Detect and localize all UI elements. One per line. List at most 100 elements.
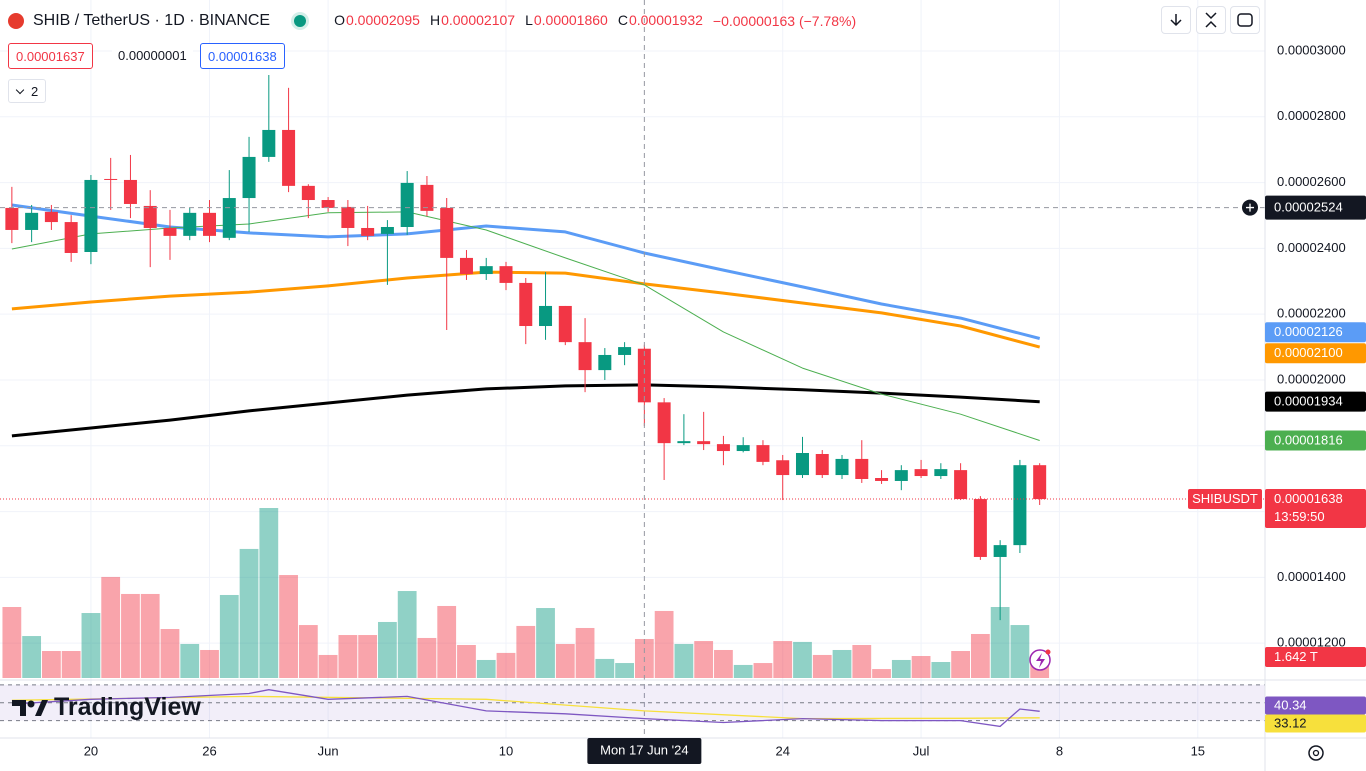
- volume-bar: [476, 659, 496, 678]
- ohlc-value: 0.00001932: [628, 12, 703, 28]
- symbol-logo: [8, 13, 24, 29]
- volume-bar: [358, 635, 378, 678]
- ma-value-tag-bg: [1265, 322, 1366, 343]
- volume-bar: [121, 593, 140, 678]
- candle-body: [5, 207, 19, 230]
- brand-text: TradingView: [54, 693, 201, 721]
- volume-bar: [990, 607, 1010, 678]
- volume-bar: [852, 644, 872, 678]
- volume-bar: [338, 635, 358, 678]
- volume-tag: 1.642 T: [1274, 649, 1318, 664]
- candle-body: [361, 227, 375, 236]
- ma-value-tag-bg: [1265, 343, 1366, 364]
- y-tick-label: 0.00002800: [1277, 108, 1346, 123]
- candle-body: [875, 478, 889, 481]
- plus-icon: [1246, 203, 1254, 212]
- candle-body: [499, 266, 513, 283]
- ma-value-tag-bg: [1265, 391, 1366, 412]
- ohlc-value: 0.00001860: [533, 12, 608, 28]
- candle-body: [143, 205, 157, 228]
- volume-bar: [832, 649, 852, 678]
- volume-bar: [279, 575, 298, 678]
- volume-tag-bg: [1265, 646, 1366, 667]
- volume-bar: [595, 658, 615, 678]
- candle-body: [123, 179, 137, 204]
- candle-body: [855, 458, 869, 479]
- candle-body: [558, 305, 572, 343]
- crosshair-price-tag-bg: [1265, 195, 1366, 220]
- candle-body: [1033, 465, 1047, 500]
- x-tick-label: Jun: [318, 743, 339, 758]
- candle-body: [440, 207, 454, 258]
- candle-body: [756, 445, 770, 462]
- x-tick-label: 8: [1056, 743, 1063, 758]
- volume-bar: [516, 625, 536, 678]
- volume-bar: [793, 641, 812, 678]
- ma-value-tag-bg: [1265, 430, 1366, 451]
- volume-bar: [200, 649, 219, 678]
- y-tick-label: 0.00001400: [1277, 569, 1346, 584]
- candle-body: [934, 469, 948, 477]
- volume-bar: [22, 636, 42, 678]
- x-tick-label: Jul: [913, 743, 930, 758]
- rsi-value-tag: 40.34: [1274, 697, 1307, 712]
- volume-bar: [180, 643, 200, 678]
- buy-button[interactable]: 0.00001638: [200, 43, 285, 69]
- crosshair-date-tag: Mon 17 Jun '24: [600, 742, 689, 757]
- volume-bar: [397, 591, 417, 678]
- icon: [1205, 12, 1217, 28]
- candle-body: [973, 499, 987, 557]
- candle-body: [380, 226, 394, 234]
- spread: 0.00000001: [112, 43, 193, 69]
- rsi-value-tag-bg: [1265, 714, 1366, 733]
- candle-body: [84, 179, 98, 252]
- candle-body: [954, 470, 968, 500]
- candle-body: [64, 222, 78, 253]
- x-tick-label: 10: [499, 743, 513, 758]
- candle-body: [539, 305, 553, 327]
- ohlc-key: C: [617, 12, 628, 28]
- market-status: [294, 15, 307, 27]
- indicators-toggle[interactable]: 2: [8, 79, 46, 103]
- candle-body: [657, 402, 671, 444]
- volume-bar: [160, 629, 180, 678]
- rsi-value-tag: 33.12: [1274, 715, 1307, 730]
- settings-button[interactable]: [1308, 745, 1324, 761]
- brand-logo: TradingView: [12, 693, 201, 722]
- candle-body: [598, 354, 612, 371]
- symbol-tag-bg: [1188, 489, 1262, 510]
- ohlc-value: 0.00002107: [441, 12, 516, 28]
- candle-body: [677, 441, 691, 444]
- x-tick-label: 26: [202, 743, 216, 758]
- download-button[interactable]: [1161, 6, 1191, 34]
- candle-body: [578, 342, 592, 371]
- volume-bar: [615, 663, 634, 678]
- candle-body: [459, 257, 473, 275]
- candle-body: [736, 445, 750, 452]
- candle-body: [795, 453, 809, 476]
- moving-average-line: [11, 203, 1041, 340]
- countdown: 13:59:50: [1274, 509, 1325, 524]
- volume-bar: [239, 548, 259, 678]
- volume-bar: [733, 664, 753, 678]
- candle-body: [341, 206, 355, 228]
- candle-body: [183, 212, 197, 236]
- chart-title: SHIB / TetherUS · 1D · BINANCE: [33, 12, 271, 29]
- sell-button[interactable]: 0.00001637: [8, 43, 93, 69]
- x-tick-label: 15: [1191, 743, 1205, 758]
- fullscreen-button[interactable]: [1230, 6, 1260, 34]
- volume-bar: [259, 508, 279, 678]
- collapse-button[interactable]: [1196, 6, 1226, 34]
- ohlc-key: H: [429, 12, 441, 28]
- candle-body: [894, 470, 908, 481]
- y-tick-label: 0.00003000: [1277, 42, 1346, 57]
- last-price-tag-bg: [1265, 489, 1366, 529]
- ohlc-legend: O0.00002095 H0.00002107 L0.00001860 C0.0000…: [324, 12, 703, 30]
- volume-bar: [41, 651, 61, 678]
- candle-body: [104, 178, 118, 180]
- candle-body: [242, 156, 256, 199]
- candle-body: [776, 460, 790, 476]
- volume-bar: [575, 627, 595, 678]
- x-tick-label: 20: [84, 743, 98, 758]
